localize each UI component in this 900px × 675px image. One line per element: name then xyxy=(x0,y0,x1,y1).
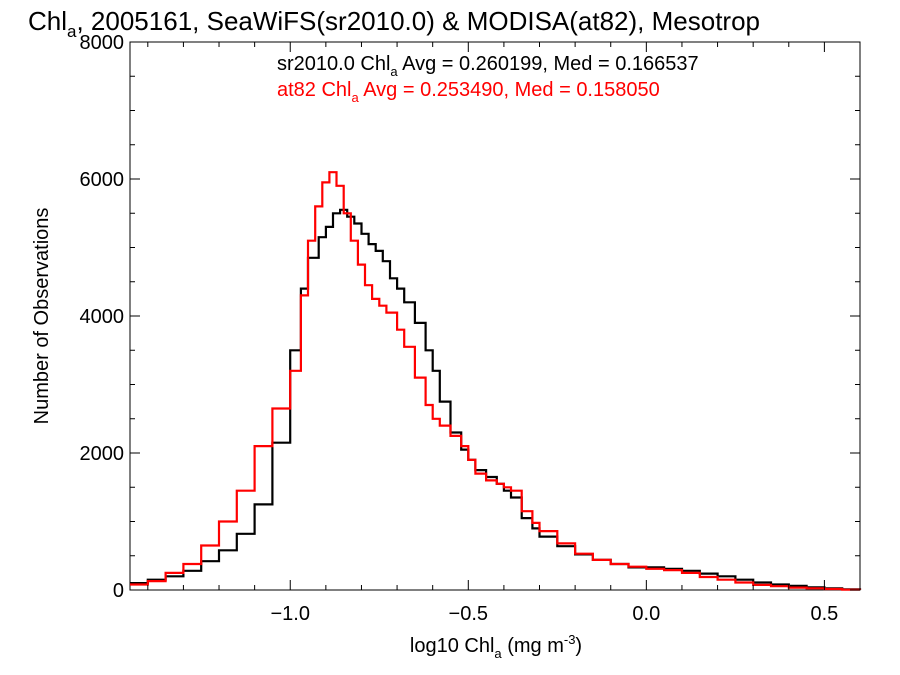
series-layer xyxy=(130,171,862,591)
stats-annotation-sr2010: sr2010.0 Chla Avg = 0.260199, Med = 0.16… xyxy=(277,53,699,79)
stats-annotation-at82-values: Avg = 0.253490, Med = 0.158050 xyxy=(359,79,660,101)
chart-title: Chla, 2005161, SeaWiFS(sr2010.0) & MODIS… xyxy=(28,6,760,41)
y-axis: 0 2000 4000 6000 8000 xyxy=(80,32,860,602)
stats-annotation-at82: at82 Chla Avg = 0.253490, Med = 0.158050 xyxy=(277,79,660,105)
y-axis-label: Number of Observations xyxy=(31,208,53,425)
x-tick-label: −1.0 xyxy=(271,603,310,625)
x-axis-label: log10 Chla (mg m-3) xyxy=(410,632,582,661)
x-axis-label-superscript: -3 xyxy=(564,632,576,647)
chart-title-rest: , 2005161, SeaWiFS(sr2010.0) & MODISA(at… xyxy=(76,6,760,36)
x-tick-label: 0.0 xyxy=(632,603,660,625)
y-tick-label: 0 xyxy=(113,580,124,602)
y-tick-label: 2000 xyxy=(80,443,125,465)
x-tick-label: −0.5 xyxy=(449,603,488,625)
series-at82 xyxy=(130,171,862,591)
x-axis: −1.0 −0.5 0.0 0.5 xyxy=(147,42,861,625)
x-axis-label-main: log10 Chl xyxy=(410,635,495,657)
stats-annotation-sr2010-subscript: a xyxy=(390,64,398,79)
x-axis-label-units: (mg m xyxy=(502,635,564,657)
stats-annotation-sr2010-label: sr2010.0 Chl xyxy=(277,53,390,75)
x-axis-label-subscript: a xyxy=(494,646,502,661)
y-tick-label: 6000 xyxy=(80,169,125,191)
plot-area xyxy=(129,41,861,591)
series-sr2010.0 xyxy=(130,208,862,591)
series-line-sr2010.0 xyxy=(130,208,862,591)
chart-title-main: Chl xyxy=(28,6,67,36)
chart-title-subscript: a xyxy=(67,22,77,41)
plot-border xyxy=(129,41,861,591)
stats-annotation-sr2010-values: Avg = 0.260199, Med = 0.166537 xyxy=(398,53,699,75)
x-axis-label-close: ) xyxy=(575,635,582,657)
stats-annotation-at82-subscript: a xyxy=(352,90,360,105)
y-tick-label: 4000 xyxy=(80,306,125,328)
stats-annotation-at82-label: at82 Chl xyxy=(277,79,352,101)
y-tick-label: 8000 xyxy=(80,32,125,54)
x-tick-label: 0.5 xyxy=(810,603,838,625)
series-line-at82 xyxy=(130,171,862,591)
